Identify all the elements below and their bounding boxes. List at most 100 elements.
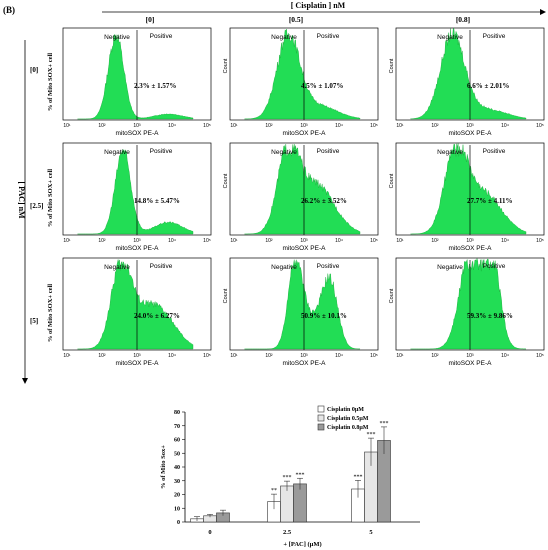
facs-xtick: 10³ [133, 123, 141, 129]
facs-xtick: 10¹ [63, 238, 71, 244]
facs-xtick: 10⁵ [536, 123, 544, 129]
facs-xtick: 10² [265, 238, 273, 244]
bar-ytick-label: 40 [174, 465, 180, 471]
bar-ytick-label: 50 [174, 451, 180, 457]
facs-panel-r2-c2: Negative Positive 59.3% ± 9.86% Count 10¹ 10²… [389, 257, 545, 367]
negative-label: Negative [104, 264, 130, 271]
legend-label-1: Cisplatin 0.5μM [327, 416, 369, 422]
side-axis-label: [ PAC] nM [17, 181, 26, 219]
positive-label: Positive [317, 148, 340, 155]
negative-label: Negative [271, 34, 297, 41]
facs-xtick: 10¹ [63, 353, 71, 359]
facs-ylabel: Count [389, 173, 395, 188]
facs-xtick: 10¹ [230, 123, 238, 129]
facs-xtick: 10⁴ [168, 238, 176, 244]
significance-marker: *** [354, 474, 363, 480]
facs-panel-r0-c1: Negative Positive 4.5% ± 1.07% Count 10¹ 10² 1… [223, 27, 379, 137]
facs-xtick: 10³ [466, 353, 474, 359]
legend-swatch-2 [317, 423, 325, 431]
facs-xtick: 10⁴ [335, 238, 343, 244]
significance-marker: *** [296, 472, 305, 478]
facs-xtick: 10⁵ [536, 353, 544, 359]
facs-panel-r2-c0: Negative Positive 24.0% ± 6.27% 10¹ 10² 10³ 10… [62, 257, 212, 367]
facs-xtick: 10⁴ [168, 123, 176, 129]
positive-label: Positive [150, 263, 173, 270]
significance-marker: *** [283, 475, 292, 481]
col-label-2: [0.8] [456, 15, 470, 24]
facs-xtick: 10² [98, 238, 106, 244]
facs-xtick: 10² [265, 123, 273, 129]
facs-xtick: 10¹ [230, 353, 238, 359]
facs-xlabel: mitoSOX PE-A [449, 360, 493, 367]
facs-panel-r1-c1: Negative Positive 26.2% ± 3.52% Count 10¹ 10²… [223, 142, 379, 252]
legend-label-0: Cisplatin 0μM [327, 407, 364, 413]
bar-ytick-label: 80 [174, 410, 180, 416]
significance-marker: *** [380, 421, 389, 427]
bar-category-label: 0 [208, 529, 211, 536]
facs-xlabel: mitoSOX PE-A [116, 360, 160, 367]
negative-label: Negative [271, 264, 297, 271]
facs-xtick: 10² [98, 353, 106, 359]
row-label-0: [0] [30, 66, 38, 74]
facs-xtick: 10⁴ [335, 353, 343, 359]
bar-ytick-label: 0 [177, 520, 180, 526]
significance-marker: *** [367, 432, 376, 438]
positive-label: Positive [483, 33, 506, 40]
facs-xlabel: mitoSOX PE-A [283, 360, 327, 367]
positive-percent-label: 2.3% ± 1.57% [134, 82, 176, 90]
bar-1-2 [293, 483, 307, 523]
facs-xlabel: mitoSOX PE-A [449, 245, 493, 252]
facs-xtick: 10³ [466, 123, 474, 129]
facs-ylabel: Count [389, 288, 395, 303]
facs-histogram [244, 28, 361, 120]
positive-percent-label: 4.5% ± 1.07% [301, 82, 343, 90]
facs-histogram-grid: Negative Positive 2.3% ± 1.57% 10¹ 10² 10³ 10⁴… [62, 27, 545, 367]
facs-xlabel: mitoSOX PE-A [449, 130, 493, 137]
positive-percent-label: 27.7% ± 4.11% [467, 197, 512, 205]
facs-histogram [77, 259, 194, 350]
side-arrow-head [22, 378, 28, 384]
facs-xtick: 10⁴ [501, 238, 509, 244]
bar-ytick-label: 60 [174, 438, 180, 444]
facs-xtick: 10⁵ [536, 238, 544, 244]
negative-label: Negative [104, 34, 130, 41]
row-label-2: [5] [30, 317, 38, 325]
bar-1-1 [280, 485, 294, 523]
facs-xtick: 10⁴ [335, 123, 343, 129]
facs-xtick: 10⁵ [370, 353, 378, 359]
facs-xlabel: mitoSOX PE-A [283, 245, 327, 252]
facs-xtick: 10³ [300, 238, 308, 244]
legend-swatch-1 [317, 414, 325, 422]
positive-percent-label: 59.3% ± 9.86% [467, 312, 513, 320]
facs-xtick: 10¹ [396, 353, 404, 359]
positive-label: Positive [150, 148, 173, 155]
facs-histogram [410, 257, 527, 350]
row-label-1: [2.5] [30, 202, 43, 210]
positive-label: Positive [317, 33, 340, 40]
negative-label: Negative [437, 149, 463, 156]
positive-label: Positive [317, 263, 340, 270]
positive-percent-label: 50.9% ± 10.1% [301, 312, 347, 320]
facs-panel-r0-c2: Negative Positive 6.6% ± 2.01% Count 10¹ 10² 1… [389, 27, 545, 137]
positive-label: Positive [483, 263, 506, 270]
bar-xlabel: + [PAC] (μM) [283, 541, 321, 548]
positive-percent-label: 24.0% ± 6.27% [134, 312, 180, 320]
facs-xtick: 10¹ [396, 123, 404, 129]
facs-xtick: 10³ [466, 238, 474, 244]
facs-xtick: 10¹ [396, 238, 404, 244]
col-label-1: [0.5] [289, 15, 303, 24]
bar-ylabel: % of Mito Sox+ [160, 445, 167, 489]
positive-label: Positive [150, 33, 173, 40]
facs-xtick: 10⁵ [203, 238, 211, 244]
facs-panel-r0-c0: Negative Positive 2.3% ± 1.57% 10¹ 10² 10³ 10⁴… [62, 27, 212, 137]
legend-swatch-0 [317, 405, 325, 413]
top-arrow-head [540, 9, 546, 15]
facs-xtick: 10³ [300, 353, 308, 359]
negative-label: Negative [437, 264, 463, 271]
facs-xtick: 10³ [300, 123, 308, 129]
facs-ylabel: Count [223, 173, 229, 188]
positive-percent-label: 6.6% ± 2.01% [467, 82, 509, 90]
facs-xtick: 10³ [133, 353, 141, 359]
